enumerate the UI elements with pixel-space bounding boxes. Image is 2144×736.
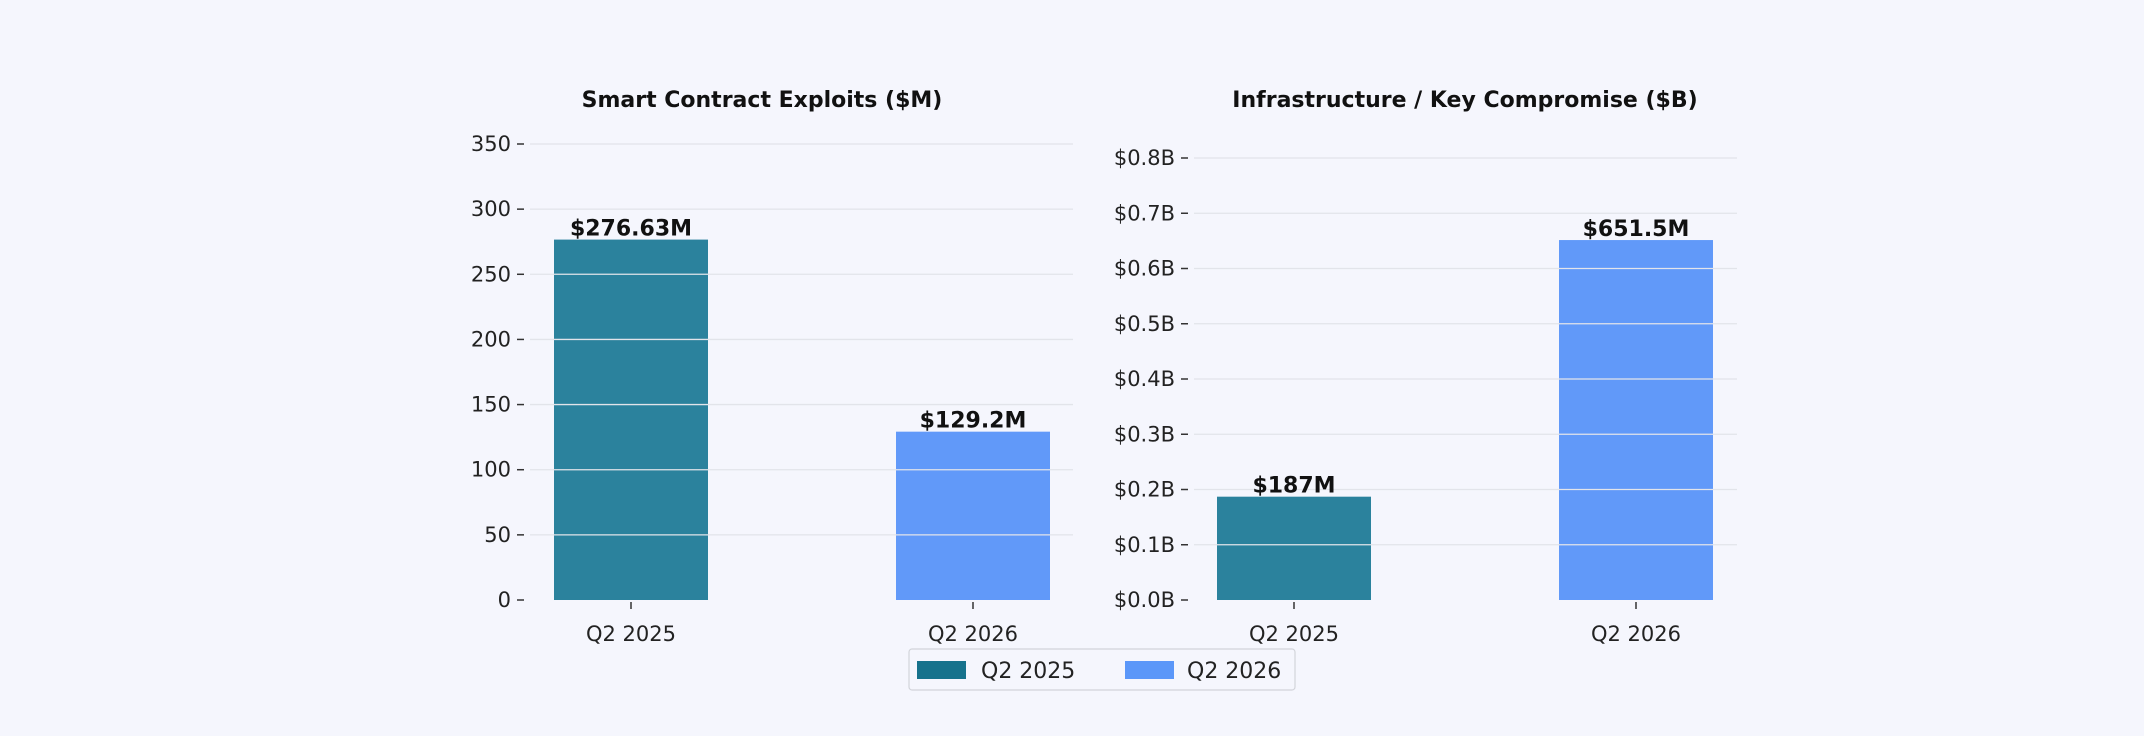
chart2-y-tick-label: $0.4B <box>1114 367 1175 391</box>
chart1-x-tick-label: Q2 2026 <box>928 622 1018 646</box>
chart2-y-tick-label: $0.2B <box>1114 478 1175 502</box>
chart2-x-tick-label: Q2 2026 <box>1591 622 1681 646</box>
legend-swatch-q2-2026 <box>1125 661 1174 679</box>
chart1-y-tick-label: 350 <box>471 132 511 156</box>
chart2-title: Infrastructure / Key Compromise ($B) <box>1232 88 1697 113</box>
chart2-gridlines <box>1194 157 1737 546</box>
chart1-y-axis: 0 50 100 150 200 250 300 350 <box>471 132 524 612</box>
legend-label-q2-2026: Q2 2026 <box>1187 659 1281 684</box>
legend-swatch-q2-2025 <box>917 661 966 679</box>
chart1-bars <box>554 239 1050 600</box>
chart1-y-tick-label: 250 <box>471 262 511 286</box>
chart-smart-contract-exploits: Smart Contract Exploits ($M) 0 50 100 150 20… <box>471 88 1073 646</box>
chart1-y-tick-label: 50 <box>484 523 511 547</box>
chart2-y-tick-label: $0.8B <box>1114 146 1175 170</box>
chart1-bar-q2-2026 <box>896 431 1050 600</box>
chart2-data-label: $187M <box>1252 474 1335 499</box>
chart-infrastructure-key-compromise: Infrastructure / Key Compromise ($B) $0.… <box>1114 88 1737 646</box>
chart1-x-tick-label: Q2 2025 <box>586 622 676 646</box>
legend-frame <box>908 648 1296 691</box>
chart2-bar-q2-2026 <box>1559 240 1713 600</box>
chart1-y-tick-label: 0 <box>498 588 511 612</box>
chart2-bars <box>1217 240 1713 600</box>
chart1-y-tick-label: 100 <box>471 458 511 482</box>
chart2-x-tick-label: Q2 2025 <box>1249 622 1339 646</box>
chart2-data-labels: $187M $651.5M <box>1252 217 1689 499</box>
chart2-y-axis: $0.0B $0.1B $0.2B $0.3B $0.4B $0.5B $0.6B $0.7B… <box>1114 146 1188 612</box>
chart2-y-tick-label: $0.0B <box>1114 588 1175 612</box>
chart1-data-label: $276.63M <box>570 217 692 242</box>
chart1-bar-q2-2025 <box>554 239 708 600</box>
chart2-bar-q2-2025 <box>1217 496 1371 600</box>
chart1-y-tick-label: 300 <box>471 197 511 221</box>
chart2-data-label: $651.5M <box>1583 217 1690 242</box>
legend: Q2 2025 Q2 2026 <box>908 648 1296 691</box>
chart2-y-tick-label: $0.1B <box>1114 533 1175 557</box>
chart1-x-axis: Q2 2025 Q2 2026 <box>586 602 1018 646</box>
chart2-y-tick-label: $0.3B <box>1114 422 1175 446</box>
chart1-y-tick-label: 150 <box>471 393 511 417</box>
chart1-gridlines <box>530 143 1073 536</box>
chart1-title: Smart Contract Exploits ($M) <box>582 88 943 113</box>
chart2-y-tick-label: $0.5B <box>1114 312 1175 336</box>
chart2-x-axis: Q2 2025 Q2 2026 <box>1249 602 1681 646</box>
chart1-data-label: $129.2M <box>920 409 1027 434</box>
chart2-y-tick-label: $0.6B <box>1114 257 1175 281</box>
legend-label-q2-2025: Q2 2025 <box>981 659 1075 684</box>
chart1-y-tick-label: 200 <box>471 327 511 351</box>
chart2-y-tick-label: $0.7B <box>1114 201 1175 225</box>
chart1-data-labels: $276.63M $129.2M <box>570 217 1026 434</box>
